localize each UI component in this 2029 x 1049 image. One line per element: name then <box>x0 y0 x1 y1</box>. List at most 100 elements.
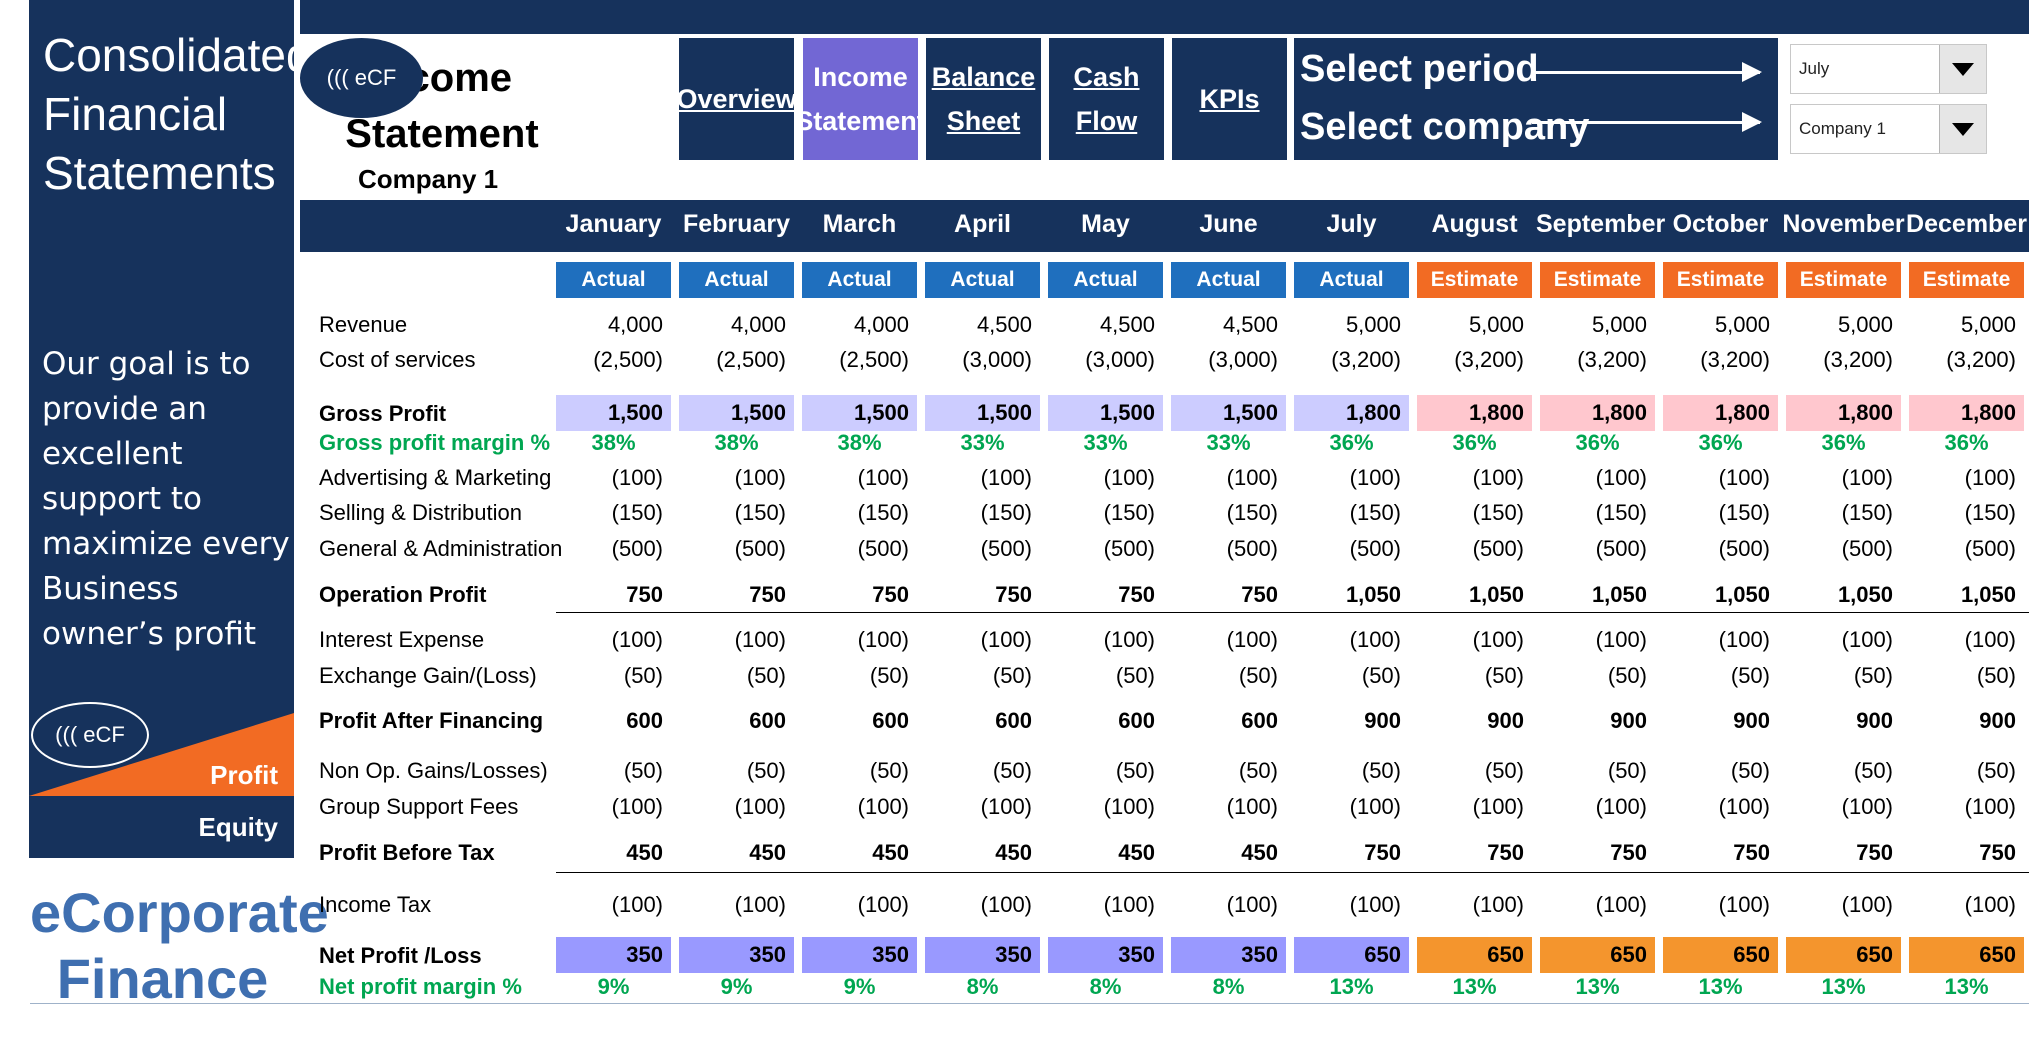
table-cell: 750 <box>1733 840 1770 865</box>
table-cell: (50) <box>1238 663 1278 688</box>
table-cell: 9% <box>843 974 876 999</box>
table-cell: 13% <box>1575 974 1620 999</box>
table-cell: 600 <box>1118 708 1155 733</box>
table-cell: 33% <box>960 430 1005 455</box>
month-header: April <box>954 210 1011 238</box>
nav-income-statement-button[interactable]: Income Statement <box>795 38 926 160</box>
nav-kpis-button[interactable]: KPIs <box>1172 38 1287 160</box>
profit-label: Profit <box>210 760 278 790</box>
table-cell: (50) <box>1607 758 1647 783</box>
status-badge: Estimate <box>1663 262 1778 298</box>
table-cell: (500) <box>1103 536 1155 561</box>
table-cell: (100) <box>1226 627 1278 652</box>
status-badge: Estimate <box>1786 262 1901 298</box>
table-cell: 4,500 <box>976 312 1032 337</box>
row-label: Advertising & Marketing <box>319 465 552 490</box>
table-cell: (100) <box>1964 794 2016 819</box>
table-cell: (500) <box>1841 536 1893 561</box>
table-cell: (100) <box>1595 627 1647 652</box>
chevron-down-icon[interactable] <box>1939 105 1986 153</box>
table-cell: (500) <box>1349 536 1401 561</box>
table-cell: 900 <box>1733 708 1770 733</box>
table-cell: (100) <box>980 627 1032 652</box>
table-cell: (150) <box>1226 500 1278 525</box>
table-cell: 36% <box>1329 430 1374 455</box>
nav-balance-sheet-button[interactable]: Balance Sheet <box>926 38 1041 160</box>
table-cell: 9% <box>597 974 630 999</box>
table-cell: (500) <box>1718 536 1770 561</box>
table-cell: (100) <box>734 892 786 917</box>
table-cell: 1,500 <box>802 395 917 431</box>
table-cell: (50) <box>1730 663 1770 688</box>
table-cell: (150) <box>734 500 786 525</box>
table-cell: (100) <box>1964 627 2016 652</box>
table-cell: (3,200) <box>1331 347 1401 372</box>
table-cell: 1,800 <box>1540 395 1655 431</box>
table-cell: (500) <box>1964 536 2016 561</box>
table-cell: (100) <box>857 892 909 917</box>
table-cell: 5,000 <box>1837 312 1893 337</box>
table-cell: (500) <box>980 536 1032 561</box>
table-cell: (100) <box>1841 892 1893 917</box>
table-cell: 750 <box>1118 582 1155 607</box>
table-cell: 36% <box>1821 430 1866 455</box>
row-divider <box>556 612 2029 613</box>
nav-overview-button[interactable]: Overview <box>676 38 797 160</box>
month-header: December <box>1906 210 2027 238</box>
table-cell: 750 <box>749 582 786 607</box>
nav-cash-flow-button[interactable]: Cash Flow <box>1049 38 1164 160</box>
table-cell: (100) <box>1964 465 2016 490</box>
row-label: Exchange Gain/(Loss) <box>319 663 537 688</box>
table-cell: (3,200) <box>1454 347 1524 372</box>
table-cell: 450 <box>1118 840 1155 865</box>
status-badge: Actual <box>1171 262 1286 298</box>
table-cell: 9% <box>720 974 753 999</box>
table-cell: 1,050 <box>1960 582 2016 607</box>
table-cell: (100) <box>1472 627 1524 652</box>
table-cell: (500) <box>1472 536 1524 561</box>
table-cell: (50) <box>1853 663 1893 688</box>
table-cell: 1,800 <box>1294 395 1409 431</box>
table-cell: 750 <box>626 582 663 607</box>
table-cell: (100) <box>1103 892 1155 917</box>
table-cell: (50) <box>746 758 786 783</box>
bottom-divider <box>30 1003 2029 1004</box>
table-cell: (50) <box>1115 758 1155 783</box>
table-cell: (100) <box>1472 794 1524 819</box>
status-badge: Estimate <box>1909 262 2024 298</box>
table-cell: (150) <box>1841 500 1893 525</box>
table-cell: 650 <box>1417 937 1532 973</box>
period-dropdown[interactable]: July <box>1790 44 1987 94</box>
chevron-down-icon[interactable] <box>1939 45 1986 93</box>
table-cell: (100) <box>1349 892 1401 917</box>
table-cell: 1,800 <box>1909 395 2024 431</box>
month-header: November <box>1782 210 1905 238</box>
table-cell: 36% <box>1452 430 1497 455</box>
table-cell: (50) <box>1730 758 1770 783</box>
table-cell: (100) <box>611 892 663 917</box>
row-label: Net Profit /Loss <box>319 943 482 968</box>
table-cell: 900 <box>1610 708 1647 733</box>
table-cell: 600 <box>1241 708 1278 733</box>
table-cell: (500) <box>1226 536 1278 561</box>
company-dropdown[interactable]: Company 1 <box>1790 104 1987 154</box>
table-cell: 600 <box>872 708 909 733</box>
table-cell: 8% <box>966 974 999 999</box>
table-cell: (100) <box>857 627 909 652</box>
table-cell: 5,000 <box>1960 312 2016 337</box>
table-cell: 5,000 <box>1714 312 1770 337</box>
table-cell: 750 <box>1241 582 1278 607</box>
table-cell: (100) <box>1103 794 1155 819</box>
table-cell: (50) <box>1484 758 1524 783</box>
table-cell: (100) <box>1349 465 1401 490</box>
month-header: February <box>683 210 790 238</box>
row-label: Operation Profit <box>319 582 487 607</box>
table-cell: (100) <box>1226 465 1278 490</box>
table-cell: (100) <box>734 465 786 490</box>
month-header: June <box>1199 210 1258 238</box>
sidebar-goal-text: Our goal is to provide an excellent supp… <box>42 346 290 652</box>
table-cell: 38% <box>837 430 882 455</box>
table-cell: 1,050 <box>1837 582 1893 607</box>
table-cell: (100) <box>1103 465 1155 490</box>
select-company-label: Select company <box>1300 106 1590 148</box>
